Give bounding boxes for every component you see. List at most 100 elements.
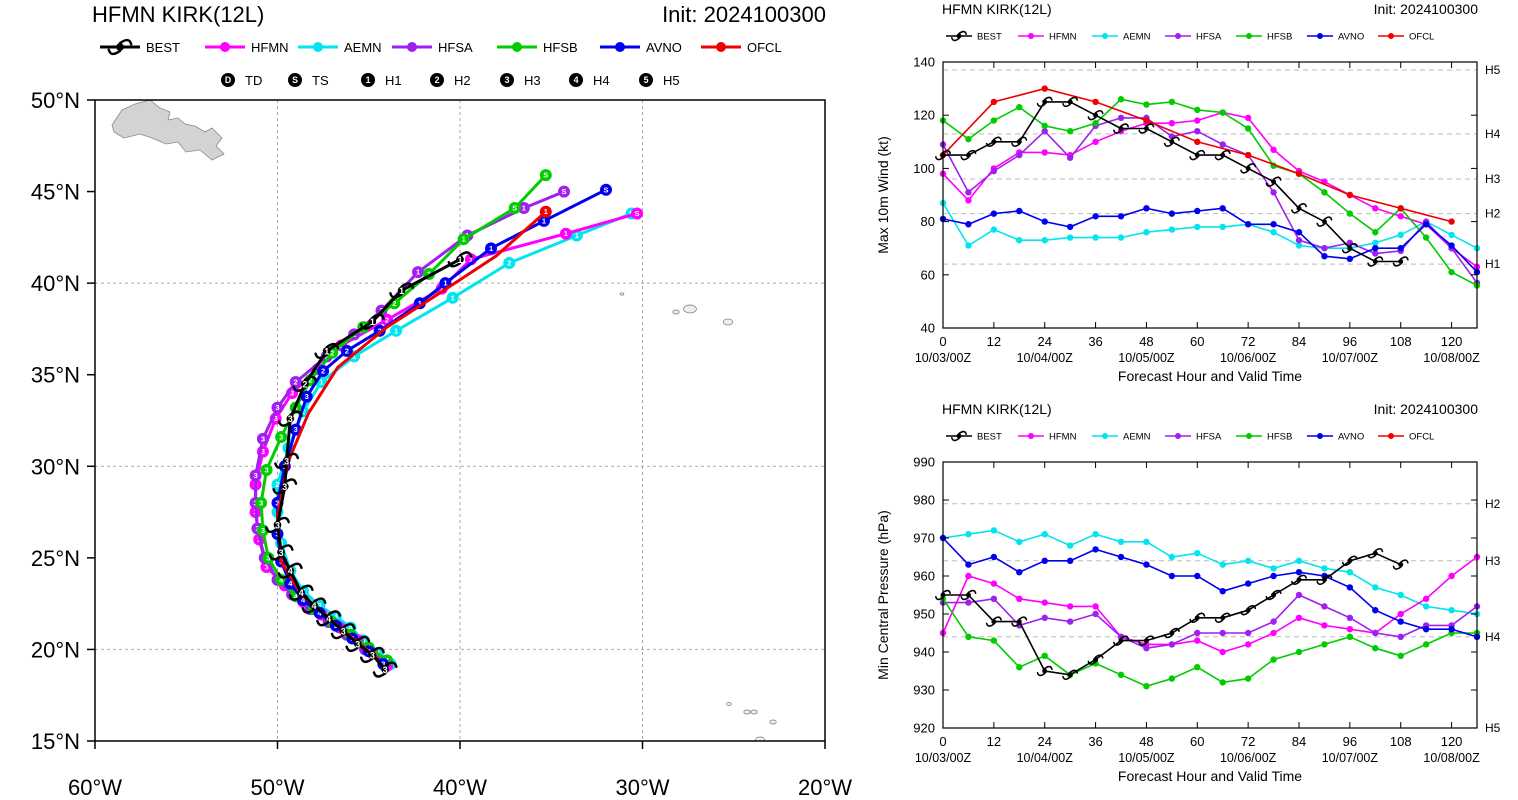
wind-category-label: H5: [1485, 63, 1501, 77]
series-point: [1367, 547, 1384, 559]
storm-arm: [960, 596, 970, 601]
storm-core: [1271, 592, 1277, 598]
storm-core: [297, 588, 306, 597]
series-point: [990, 637, 998, 644]
wind-series-ofcl: [939, 85, 1455, 225]
legend-marker: [1246, 433, 1252, 439]
storm-arm: [1374, 547, 1384, 553]
storm-arm: [1291, 209, 1300, 214]
series-point: [1117, 234, 1125, 241]
series-point: [1011, 616, 1028, 627]
series-point: [1397, 652, 1404, 659]
track-point-label: 1: [399, 286, 404, 296]
storm-core: [1220, 615, 1226, 621]
storm-arm: [276, 516, 290, 524]
series-point: [1219, 561, 1226, 568]
series-point: [1367, 256, 1384, 267]
legend-marker: [1388, 433, 1394, 439]
intensity-marker: [569, 73, 583, 87]
storm-arm: [274, 462, 288, 469]
storm-arm: [312, 597, 327, 604]
pressure-x-tick-label: 84: [1292, 734, 1306, 749]
pressure-y-tick-label: 930: [913, 683, 935, 698]
intensity-label: 4: [334, 612, 339, 621]
series-point: [1117, 671, 1125, 678]
series-point: [1117, 633, 1125, 640]
wind-series-hfsb: [939, 96, 1481, 289]
storm-arm: [292, 385, 307, 393]
series-line: [942, 117, 1478, 284]
island: [726, 702, 732, 706]
intensity-label: 2: [275, 480, 279, 489]
wind-x-tick-label: 24: [1037, 334, 1051, 349]
wind-x-tick-label: 120: [1441, 334, 1463, 349]
series-point: [1321, 603, 1328, 610]
series-point: [1016, 664, 1023, 671]
series-point: [1219, 588, 1226, 595]
series-point: [1168, 210, 1176, 217]
storm-arm: [289, 562, 303, 570]
track-point-label: 3: [370, 650, 375, 660]
intensity-label: 1: [544, 207, 548, 216]
storm-core: [1042, 668, 1048, 674]
track-point: [272, 478, 298, 495]
storm-arm: [1069, 669, 1079, 674]
wind-category-label: H1: [1485, 257, 1501, 271]
series-point: [1041, 599, 1048, 606]
pressure-y-tick-label: 920: [913, 721, 935, 736]
legend-label: HFSB: [543, 40, 578, 55]
storm-core: [965, 592, 971, 598]
pressure-y-tick-label: 940: [913, 645, 935, 660]
storm-core: [1220, 152, 1226, 158]
track-point: [389, 282, 415, 299]
intensity-label: 3: [275, 498, 279, 507]
intensity-marker: [430, 73, 444, 87]
series-point: [1448, 268, 1455, 276]
legend-label: HFSB: [1267, 32, 1292, 43]
series-point: [1041, 85, 1048, 92]
wind-legend-hfsa: HFSA: [1165, 32, 1222, 43]
storm-arm: [277, 420, 292, 427]
series-point: [1422, 603, 1430, 610]
wind-init: Init: 2024100300: [1374, 1, 1479, 17]
series-point: [960, 149, 977, 161]
intensity-label: 1: [575, 231, 579, 240]
pressure-x-tick-label: 0: [939, 734, 946, 749]
storm-arm: [1018, 136, 1028, 141]
storm-arm: [1392, 565, 1402, 570]
intensity-legend-label: H3: [524, 73, 541, 88]
series-point: [985, 136, 1002, 148]
storm-arm: [325, 342, 340, 350]
storm-arm: [1113, 641, 1122, 646]
intensity-label: 1: [319, 378, 323, 387]
intensity-label: 3: [505, 75, 510, 85]
series-point: [1138, 123, 1155, 134]
series-point: [1244, 151, 1252, 159]
storm-core: [368, 651, 377, 659]
series-point: [1143, 645, 1150, 652]
wind-series-avno: [939, 205, 1481, 276]
pressure-x-date-label: 10/08/00Z: [1423, 751, 1480, 765]
track-point: S: [631, 207, 644, 220]
storm-arm: [942, 149, 951, 155]
series-point: [1392, 559, 1409, 570]
pressure-x-date-label: 10/05/00Z: [1118, 751, 1175, 765]
storm-arm: [1367, 554, 1377, 559]
legend-label: AVNO: [1338, 432, 1364, 443]
wind-legend-hfsb: HFSB: [1236, 32, 1292, 43]
series-point: [1041, 218, 1048, 225]
legend-marker: [1317, 33, 1323, 39]
storm-arm: [1036, 102, 1046, 108]
series-point: [1163, 627, 1180, 639]
series-point: [1066, 618, 1074, 625]
intensity-label: 4: [348, 623, 353, 632]
storm-arm: [279, 544, 294, 551]
storm-arm: [958, 430, 967, 435]
series-point: [1041, 149, 1048, 156]
series-point: [1143, 229, 1150, 236]
series-point: [965, 197, 972, 204]
wind-category-label: H2: [1485, 207, 1501, 221]
series-point: [990, 98, 998, 106]
track-point: 2: [317, 365, 330, 378]
intensity-label: 2: [308, 376, 312, 385]
